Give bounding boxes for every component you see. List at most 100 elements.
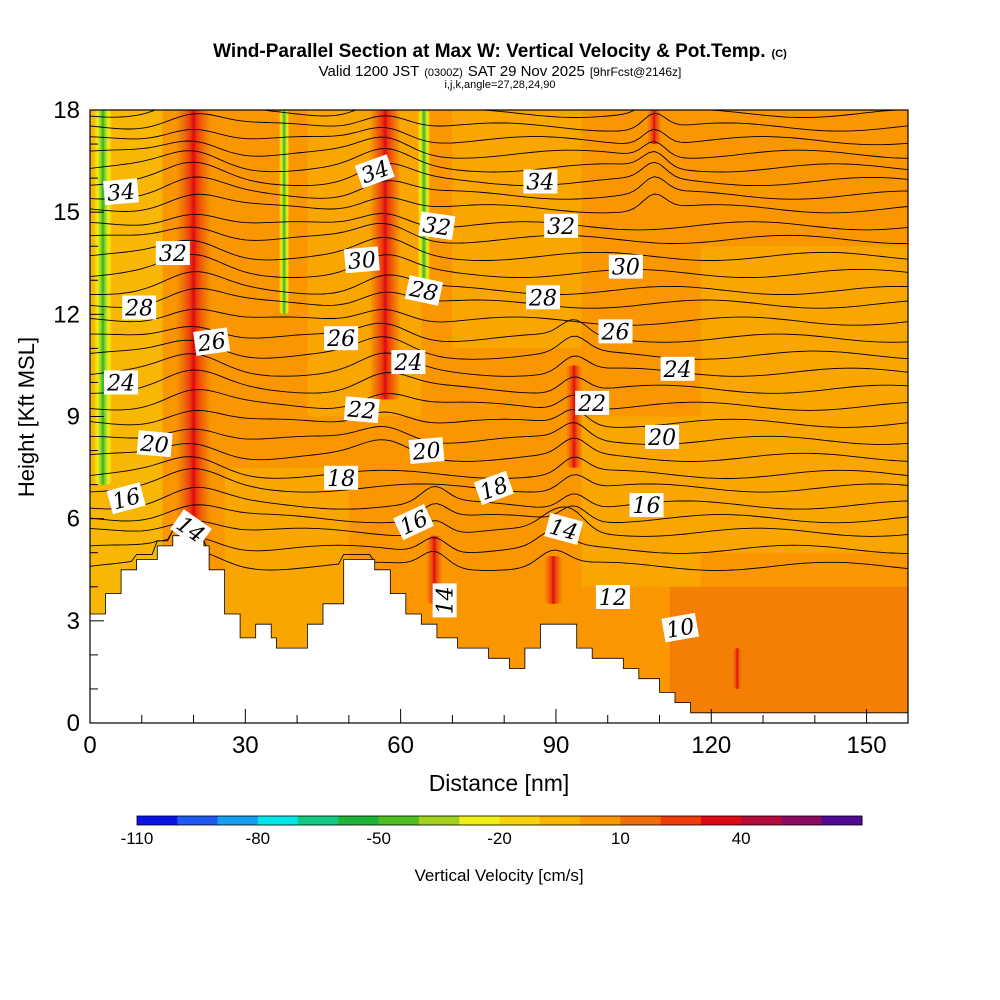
theta-label-29: 24 [660,356,695,383]
y-axis: 0 3 6 9 12 15 18 [53,97,104,737]
updraft-core-0 [175,110,212,570]
theta-label-box [575,390,610,415]
contour-labels: 3432282420161426343026221832282420161418… [103,154,700,644]
plot-area: 3432282420161426343026221832282420161418… [90,110,908,723]
theta-line-24 [90,161,908,187]
theta-label-11: 22 [343,396,380,425]
colorbar-tick-label: 40 [732,829,751,848]
theta-label-text: 20 [411,438,442,465]
theta-label-9: 30 [343,246,380,275]
theta-label-31: 10 [661,612,700,644]
colorbar-swatch [217,816,259,825]
theta-label-text: 22 [346,397,377,424]
theta-line-18 [90,253,908,279]
theta-label-box [660,356,695,381]
field-patch-5 [700,246,908,553]
x-tick-label: 150 [847,732,887,759]
theta-label-box [103,178,140,206]
colorbar-swatch [620,816,662,825]
theta-label-27: 16 [629,493,664,519]
colorbar-swatch [539,816,581,825]
theta-line-3 [90,503,908,524]
velocity-field [90,110,908,723]
theta-label-22: 28 [526,285,561,311]
theta-label-box [408,437,445,464]
x-tick-label: 120 [691,732,731,759]
y-tick-label: 18 [53,97,80,124]
theta-label-box [629,493,664,518]
colorbar-swatch [821,816,863,825]
theta-line-4 [90,486,908,510]
theta-label-text: 28 [528,286,557,311]
theta-label-2: 28 [122,295,157,322]
theta-line-2 [90,506,908,537]
colorbar-tick-label: -20 [487,829,512,848]
updraft-core-3 [544,556,563,604]
theta-label-box [391,350,426,375]
theta-label-box [418,211,456,241]
theta-label-text: 24 [663,358,692,383]
theta-line-11 [90,369,908,394]
x-axis: 0 30 60 90 120 150 [83,709,887,759]
theta-line-1 [90,529,908,554]
theta-label-box [354,154,395,189]
theta-label-text: 28 [406,277,440,307]
theta-label-13: 32 [418,211,456,242]
colorbar-frame [136,815,863,826]
theta-label-text: 30 [347,248,377,275]
theta-label-box [343,396,380,424]
colorbar-tick-label: -50 [366,829,391,848]
theta-label-box [324,326,359,351]
theta-label-text: 26 [195,329,227,358]
colorbar-swatch [338,816,380,825]
theta-label-box [598,319,633,344]
theta-label-30: 12 [595,584,630,611]
theta-line-22 [90,193,908,214]
theta-label-text: 20 [647,426,676,451]
theta-label-text: 16 [633,494,661,519]
colorbar-swatch [499,816,541,825]
theta-label-box [595,584,630,609]
theta-label-16: 20 [408,437,445,466]
theta-label-24: 22 [575,390,610,417]
theta-line-0 [90,530,908,571]
theta-label-21: 32 [544,213,579,240]
theta-label-text: 14 [434,586,459,614]
theta-line-20 [90,222,908,244]
theta-label-box [661,612,700,643]
theta-label-box [544,512,584,545]
theta-label-25: 26 [598,319,633,345]
theta-line-23 [90,176,908,200]
y-tick-label: 9 [67,404,80,431]
theta-line-29 [90,110,907,118]
colorbar-swatch [781,816,823,825]
updraft-core-5 [647,110,662,145]
theta-line-16 [90,288,908,309]
theta-label-box [193,327,231,356]
theta-label-box [155,241,190,266]
theta-label-box [473,470,514,506]
theta-label-box [122,295,157,320]
theta-label-box [404,275,444,306]
theta-label-text: 18 [327,467,355,492]
colorbar-swatch [177,816,219,825]
y-tick-label: 0 [67,710,80,737]
theta-line-26 [90,136,908,159]
theta-line-27 [90,126,908,146]
theta-label-box [645,424,680,449]
x-tick-label: 0 [83,732,96,759]
theta-label-box [104,370,139,395]
downdraft-core-2 [278,110,290,315]
theta-label-text: 10 [665,614,697,643]
theta-label-20: 34 [523,169,558,196]
theta-line-10 [90,389,908,411]
field-patch-6 [669,586,908,723]
colorbar-swatch [741,816,782,825]
theta-label-10: 26 [324,326,359,352]
theta-line-28 [90,112,908,132]
theta-label-box [106,482,146,515]
theta-label-box [523,169,558,194]
theta-label-text: 12 [599,586,627,611]
theta-label-text: 32 [421,213,452,242]
